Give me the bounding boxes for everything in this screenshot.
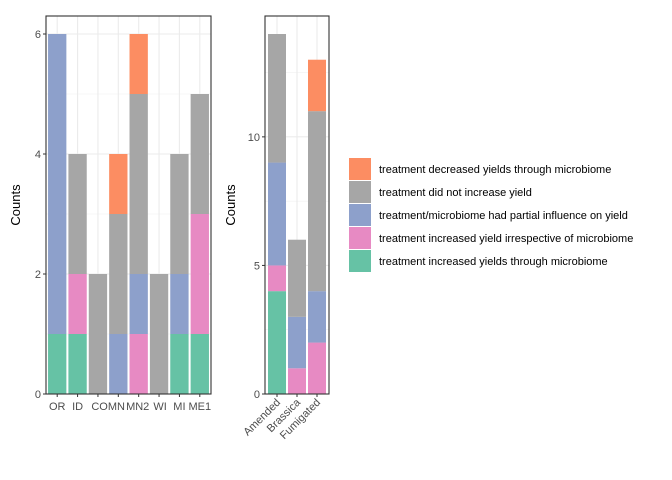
x-tick-label: OR	[49, 401, 66, 413]
bar-segment-3-no_increase	[88, 274, 108, 394]
bar-segment-5-irrespective	[129, 334, 148, 394]
x-tick-label: ID	[72, 401, 83, 413]
bar-segment-2-no_increase	[288, 239, 306, 317]
x-tick-label: WI	[153, 401, 166, 413]
x-tick-label: MN2	[126, 401, 149, 413]
legend-key-decreased	[349, 158, 371, 180]
bar-segment-6-no_increase	[149, 274, 169, 394]
legend-label-through: treatment increased yields through micro…	[379, 256, 608, 268]
bar-segment-3-decreased	[308, 59, 326, 112]
legend-key-no_increase	[349, 181, 371, 203]
bar-segment-5-no_increase	[129, 94, 148, 274]
x-tick-label: MI	[173, 401, 185, 413]
bar-segment-7-through	[170, 334, 189, 394]
bar-segment-1-no_increase	[268, 34, 286, 163]
y-tick-label: 10	[248, 132, 260, 144]
y-tick-label: 0	[35, 389, 41, 401]
legend-label-irrespective: treatment increased yield irrespective o…	[379, 233, 633, 245]
bar-segment-7-partial	[170, 274, 189, 334]
x-tick-label: ME1	[188, 401, 211, 413]
bar-segment-4-decreased	[109, 154, 128, 214]
bar-segment-2-irrespective	[68, 274, 87, 334]
bar-segment-1-partial	[48, 34, 67, 334]
y-tick-label: 2	[35, 269, 41, 281]
bar-segment-2-no_increase	[68, 154, 87, 274]
y-tick-label: 6	[35, 29, 41, 41]
x-tick-label: COMN	[91, 401, 125, 413]
bar-segment-8-no_increase	[190, 94, 209, 214]
bar-segment-4-partial	[109, 334, 128, 394]
left-chart-panel: 0 2 4 6 OR ID COMN MN2 WI MI ME1 Counts	[8, 15, 212, 413]
bar-segment-3-no_increase	[308, 111, 326, 292]
bar-segment-5-decreased	[129, 34, 148, 94]
bar-segment-1-through	[48, 334, 67, 394]
legend-key-irrespective	[349, 227, 371, 249]
legend-key-through	[349, 250, 371, 272]
bar-segment-5-partial	[129, 274, 148, 334]
legend-label-decreased: treatment decreased yields through micro…	[379, 164, 611, 176]
bar-segment-8-irrespective	[190, 214, 209, 334]
y-axis-title: Counts	[223, 184, 238, 226]
bar-segment-3-irrespective	[308, 342, 326, 394]
y-axis-title: Counts	[8, 184, 23, 226]
bar-segment-1-through	[268, 291, 286, 394]
legend-label-no_increase: treatment did not increase yield	[379, 187, 532, 199]
y-tick-label: 4	[35, 149, 41, 161]
bar-segment-2-partial	[288, 316, 306, 369]
bar-segment-4-no_increase	[109, 214, 128, 334]
legend: treatment decreased yields through micro…	[349, 158, 633, 272]
bar-segment-7-no_increase	[170, 154, 189, 274]
legend-label-partial: treatment/microbiome had partial influen…	[379, 210, 628, 222]
bar-segment-2-irrespective	[288, 368, 306, 394]
panel-border	[45, 15, 212, 395]
bar-segment-8-through	[190, 334, 209, 394]
legend-key-partial	[349, 204, 371, 226]
y-tick-label: 0	[254, 389, 260, 401]
y-tick-label: 5	[254, 260, 260, 272]
bar-segment-3-partial	[308, 291, 326, 343]
bar-segment-1-irrespective	[268, 265, 286, 292]
bar-segment-2-through	[68, 334, 87, 394]
bar-segment-1-partial	[268, 162, 286, 266]
